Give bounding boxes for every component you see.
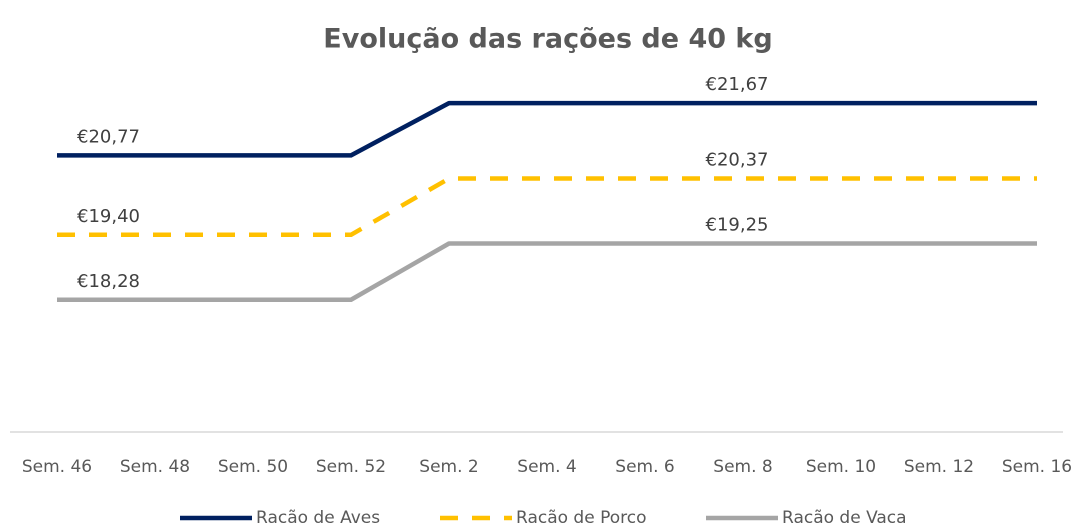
- data-label: €20,77: [77, 126, 140, 147]
- legend-label: Racão de Porco: [516, 508, 647, 526]
- x-tick-label: Sem. 6: [615, 457, 674, 477]
- data-label: €21,67: [706, 74, 769, 95]
- legend-label: Racão de Aves: [256, 508, 380, 526]
- series-line: [57, 241, 1037, 303]
- x-tick-label: Sem. 10: [806, 457, 876, 477]
- x-tick-label: Sem. 48: [120, 457, 190, 477]
- legend-label: Racão de Vaca: [782, 508, 907, 526]
- data-label: €20,37: [706, 150, 769, 171]
- data-label: €18,28: [77, 271, 140, 292]
- x-tick-label: Sem. 46: [22, 457, 92, 477]
- x-tick-label: Sem. 4: [517, 457, 576, 477]
- x-tick-label: Sem. 8: [713, 457, 772, 477]
- series-line: [57, 100, 1037, 158]
- x-tick-label: Sem. 12: [904, 457, 974, 477]
- chart-title: Evolução das rações de 40 kg: [323, 24, 772, 55]
- data-label: €19,25: [706, 215, 769, 236]
- x-tick-label: Sem. 2: [419, 457, 478, 477]
- x-tick-label: Sem. 16: [1002, 457, 1072, 477]
- x-tick-label: Sem. 50: [218, 457, 288, 477]
- x-tick-label: Sem. 52: [316, 457, 386, 477]
- series-line: [57, 176, 1037, 238]
- data-label: €19,40: [77, 206, 140, 227]
